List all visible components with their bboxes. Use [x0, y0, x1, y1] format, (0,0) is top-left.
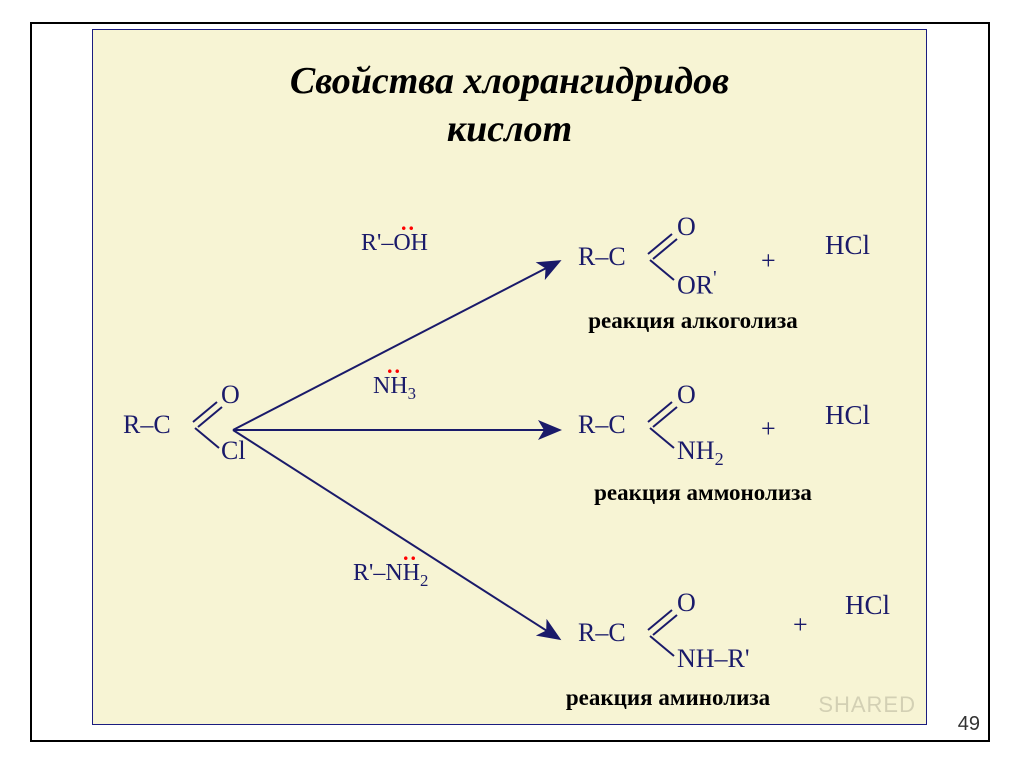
start-prefix: R–C: [123, 410, 171, 439]
hcl-2: HCl: [825, 400, 870, 431]
reagent-alcohol: R'–OH: [361, 230, 428, 257]
hcl-3: HCl: [845, 590, 890, 621]
title-line1: Свойства хлорангидридов: [290, 60, 729, 102]
watermark: SHARED: [818, 692, 916, 718]
reagent3-text: R'–NH: [353, 560, 420, 586]
ester-oxygen: O: [677, 212, 696, 242]
reagent-amine: R'–NH2: [353, 560, 428, 591]
amide-nh2: NH2: [677, 436, 724, 470]
ester-or-group: OR': [677, 268, 717, 301]
amide-oxygen: O: [677, 380, 696, 410]
reagent2-text: NH: [373, 373, 408, 399]
reagent3-sub: 2: [420, 571, 428, 590]
namide-nhr: NH–R': [677, 644, 750, 674]
plus-3: +: [793, 610, 808, 640]
amide-nh-text: NH: [677, 436, 715, 465]
amide-nh-sub: 2: [715, 449, 724, 469]
outer-frame: Свойства хлорангидридов кислот R–C O Cl …: [30, 22, 990, 742]
product-amide-prefix: R–C: [578, 410, 626, 440]
acyl-chloride: R–C: [123, 410, 171, 440]
label-alkogoliz: реакция алкоголиза: [563, 308, 823, 334]
page-number: 49: [958, 713, 980, 736]
reagent-ammonia: NH3: [373, 373, 416, 404]
label-aminoliz: реакция аминолиза: [538, 685, 798, 711]
reagent2-sub: 3: [408, 384, 416, 403]
plus-1: +: [761, 246, 776, 276]
slide-panel: Свойства хлорангидридов кислот R–C O Cl …: [92, 29, 927, 725]
reagent1-text: R'–OH: [361, 230, 428, 256]
hcl-1: HCl: [825, 230, 870, 261]
start-oxygen: O: [221, 380, 240, 410]
product-ester-prefix: R–C: [578, 242, 626, 272]
namide-oxygen: O: [677, 588, 696, 618]
plus-2: +: [761, 414, 776, 444]
start-chlorine: Cl: [221, 436, 246, 466]
ester-or-prime: ': [713, 268, 717, 289]
slide-title: Свойства хлорангидридов кислот: [93, 58, 926, 153]
product-namide-prefix: R–C: [578, 618, 626, 648]
title-line2: кислот: [447, 108, 572, 150]
label-ammonoliz: реакция аммонолиза: [563, 480, 843, 506]
ester-or-text: OR: [677, 271, 713, 300]
